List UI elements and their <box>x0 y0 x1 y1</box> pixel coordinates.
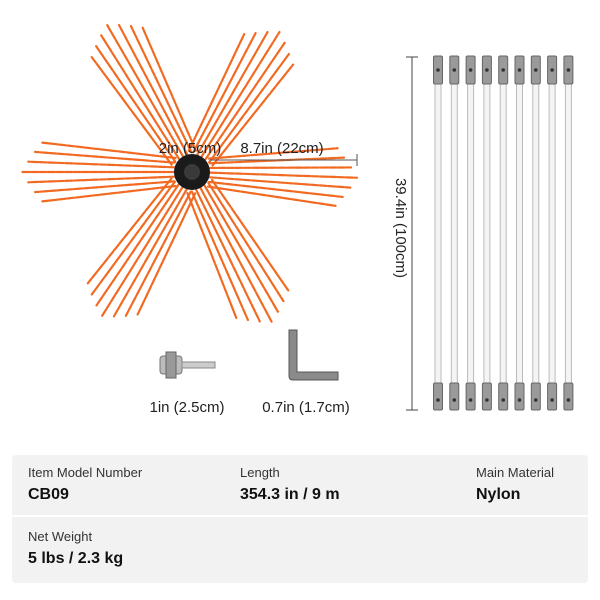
bristle <box>86 177 173 285</box>
bristle <box>117 23 189 156</box>
spec-value: 5 lbs / 2.3 kg <box>28 550 123 567</box>
bristle <box>100 186 184 318</box>
rod <box>434 83 442 385</box>
rod <box>499 83 507 385</box>
rod-cap <box>514 382 525 411</box>
spec-panel <box>12 455 588 583</box>
rod-pin <box>517 398 522 402</box>
bristle <box>186 192 238 319</box>
connector-dimension: 1in (2.5cm) <box>149 399 224 416</box>
brush-hub-center <box>184 164 200 180</box>
rod <box>483 83 491 385</box>
bristle <box>136 192 197 316</box>
wrench-dimension: 0.7in (1.7cm) <box>262 399 350 416</box>
bristle <box>141 26 197 152</box>
hub-dimension: 2in (5cm) <box>159 140 222 157</box>
spec-label: Item Model Number <box>28 465 143 480</box>
rod-cap <box>498 382 509 411</box>
rod-pin <box>436 398 440 402</box>
bristle <box>33 150 176 164</box>
rod-pin <box>534 398 538 402</box>
bristle <box>207 180 345 199</box>
bristle <box>206 185 337 207</box>
rod-pin <box>566 68 571 72</box>
bristle <box>208 52 291 164</box>
bristle <box>211 63 295 167</box>
bristle <box>207 181 285 303</box>
bristle <box>204 41 286 161</box>
bristle <box>41 184 177 203</box>
rod-cap <box>433 382 443 411</box>
rods <box>433 55 574 411</box>
bristle <box>100 34 181 161</box>
spec-label: Net Weight <box>28 529 92 544</box>
rod-pin <box>501 68 506 72</box>
bristle <box>90 56 173 166</box>
bristle <box>190 190 250 322</box>
rod-pin <box>566 398 571 402</box>
bristle <box>27 160 176 169</box>
rod-pin <box>468 398 473 402</box>
rod-cap <box>481 382 492 411</box>
rod <box>548 83 556 385</box>
spec-value: Nylon <box>476 486 520 503</box>
spec-value: CB09 <box>28 486 69 503</box>
bristle <box>203 184 280 313</box>
bristle <box>95 45 177 163</box>
bristle <box>192 31 257 154</box>
rod-pin <box>485 68 489 72</box>
rod <box>467 83 475 385</box>
rod-cap <box>547 382 558 411</box>
bristle <box>196 30 269 156</box>
rod-pin <box>517 68 522 72</box>
bristle <box>129 24 193 154</box>
bristle <box>33 180 176 194</box>
rod-pin <box>534 68 538 72</box>
rod <box>516 83 523 385</box>
bristle <box>41 141 177 160</box>
brush-bristles <box>20 23 358 324</box>
rod-pin <box>436 68 440 72</box>
bristle <box>208 171 358 179</box>
rod <box>450 83 458 385</box>
bristle <box>187 32 246 152</box>
bristle <box>210 178 290 292</box>
bristle <box>95 183 180 307</box>
rod <box>564 83 572 385</box>
rod-pin <box>452 68 457 72</box>
rod-pin <box>550 68 554 72</box>
bristle <box>195 188 261 323</box>
bristle <box>200 30 281 158</box>
bristle <box>207 147 339 160</box>
spec-label: Main Material <box>476 465 554 480</box>
rod-pin <box>452 398 457 402</box>
bristle <box>124 190 192 317</box>
rod-pin <box>485 398 489 402</box>
rod-cap <box>465 382 476 411</box>
rod-cap <box>563 382 574 411</box>
bristle <box>27 175 176 184</box>
rod-pin <box>468 68 473 72</box>
rod-cap <box>449 382 460 411</box>
rod-dimension: 39.4in (100cm) <box>392 178 409 278</box>
bristle <box>90 180 176 296</box>
rod-pin <box>550 398 554 402</box>
bristle <box>112 188 188 318</box>
rod-pin <box>501 398 506 402</box>
bristle <box>208 176 352 189</box>
rod-cap <box>530 382 541 411</box>
bristle-dimension: 8.7in (22cm) <box>240 140 323 157</box>
rod <box>532 83 540 385</box>
wrench <box>288 329 339 381</box>
spec-label: Length <box>240 465 280 480</box>
bristle <box>105 23 185 158</box>
spec-value: 354.3 in / 9 m <box>240 486 340 503</box>
bristle <box>199 186 273 324</box>
connector <box>159 351 216 379</box>
